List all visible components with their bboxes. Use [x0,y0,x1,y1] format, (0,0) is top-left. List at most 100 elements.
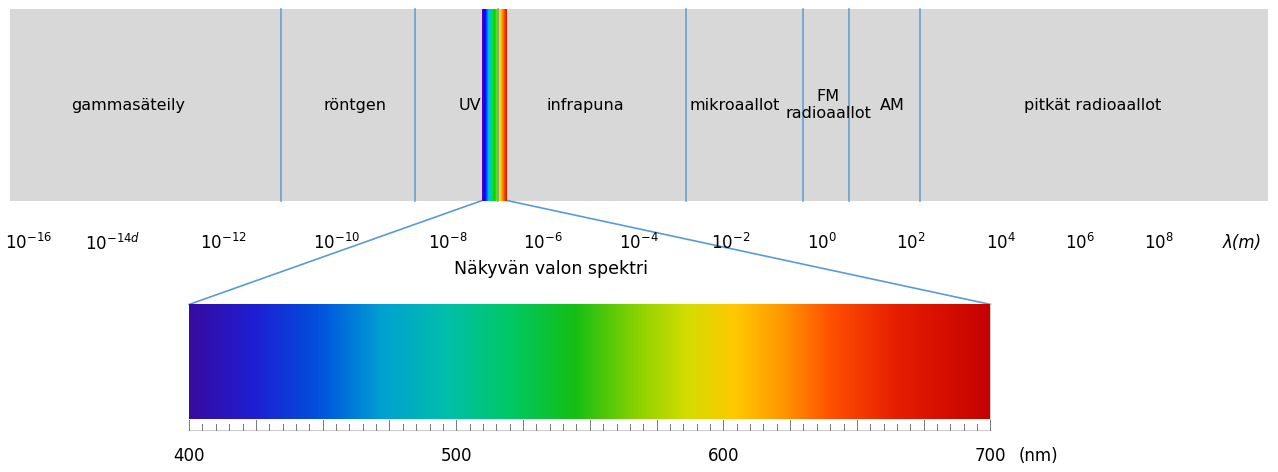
Bar [419,304,422,419]
Bar [970,304,973,419]
Bar [488,304,489,419]
Bar [792,304,794,419]
Bar [789,304,790,419]
Text: 600: 600 [708,447,739,465]
Bar [754,304,757,419]
Bar [400,304,401,419]
Bar [213,304,215,419]
Bar [760,304,762,419]
Bar [610,304,612,419]
Bar [394,304,395,419]
Bar [253,304,256,419]
Bar [820,304,822,419]
Bar [567,304,570,419]
Bar [460,304,461,419]
Bar [10,9,1268,201]
Bar [642,304,644,419]
Bar [612,304,613,419]
Bar [645,304,648,419]
Bar [778,304,780,419]
Bar [838,304,840,419]
Bar [852,304,854,419]
Bar [337,304,340,419]
Bar [624,304,626,419]
Bar [799,304,800,419]
Bar [622,304,624,419]
Bar [651,304,652,419]
Bar [203,304,206,419]
Bar [451,304,454,419]
Bar [366,304,368,419]
Bar [596,304,598,419]
Bar [492,304,493,419]
Bar [631,304,634,419]
Bar [585,304,588,419]
Bar [730,304,732,419]
Bar [728,304,730,419]
Bar [958,304,960,419]
Bar [257,304,259,419]
Bar [263,304,266,419]
Bar [497,304,500,419]
Bar [640,304,642,419]
Bar [344,304,345,419]
Bar [806,304,808,419]
Bar [892,304,895,419]
Bar [888,304,891,419]
Bar [923,304,924,419]
Bar [581,304,584,419]
Bar [831,304,832,419]
Bar [210,304,211,419]
Bar [744,304,746,419]
Bar [447,304,450,419]
Bar [951,304,952,419]
Bar [197,304,199,419]
Bar [227,304,229,419]
Bar [500,304,502,419]
Bar [532,304,534,419]
Bar [376,304,377,419]
Bar [652,304,654,419]
Bar [270,304,271,419]
Text: 400: 400 [174,447,204,465]
Bar [782,304,785,419]
Bar [341,304,344,419]
Bar [504,304,506,419]
Bar [340,304,341,419]
Bar [546,304,548,419]
Bar [790,304,792,419]
Bar [196,304,197,419]
Bar [884,304,886,419]
Bar [786,304,789,419]
Bar [909,304,910,419]
Bar [380,304,381,419]
Bar [192,304,193,419]
Bar [349,304,351,419]
Bar [702,304,704,419]
Bar [966,304,969,419]
Bar [680,304,682,419]
Bar [812,304,814,419]
Bar [626,304,627,419]
Text: FM
radioaallot: FM radioaallot [785,89,872,121]
Bar [557,304,560,419]
Bar [638,304,640,419]
Text: $10^{-16}$: $10^{-16}$ [5,233,51,253]
Bar [718,304,720,419]
Text: 500: 500 [441,447,472,465]
Bar [748,304,750,419]
Bar [794,304,796,419]
Bar [714,304,716,419]
Bar [617,304,620,419]
Bar [863,304,864,419]
Bar [443,304,446,419]
Bar [404,304,405,419]
Bar [984,304,987,419]
Bar [980,304,983,419]
Text: λ(m): λ(m) [1223,234,1261,252]
Bar [952,304,955,419]
Bar [780,304,782,419]
Bar [502,304,504,419]
Bar [483,304,486,419]
Bar [828,304,831,419]
